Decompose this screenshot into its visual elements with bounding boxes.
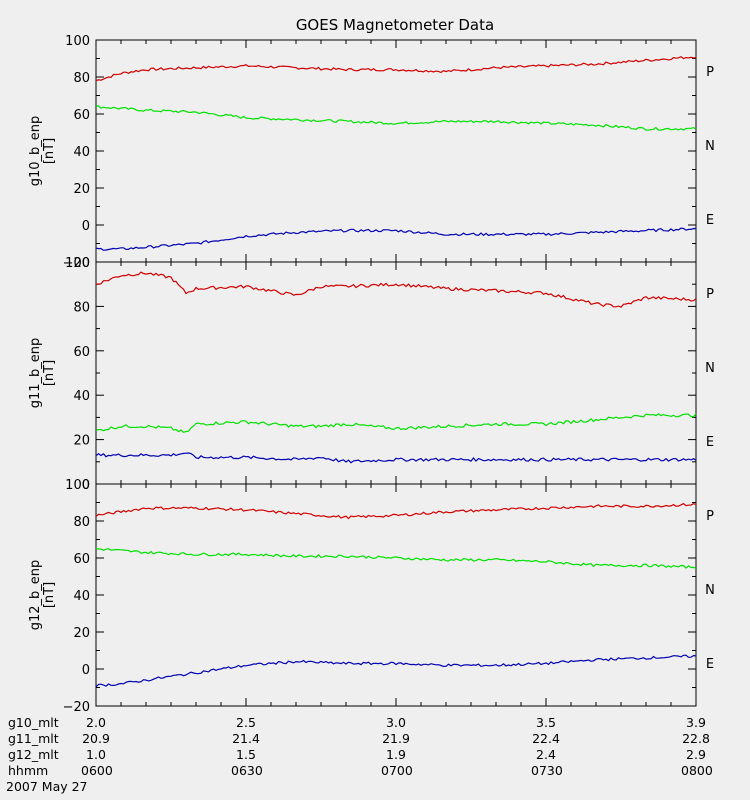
- x-row-g12_mlt: g12_mlt 1.0 1.5 1.9 2.4 2.9: [0, 748, 750, 761]
- series-line-E: [95, 227, 697, 251]
- y-tick-label: 0: [82, 663, 90, 678]
- series-line-N: [95, 413, 697, 433]
- y-tick-label: −20: [63, 700, 90, 715]
- y-tick-label: 40: [73, 389, 90, 404]
- y-tick-label: 60: [73, 552, 90, 567]
- y-axis-label: g11_b_enp: [28, 338, 43, 409]
- x-tick-label: 0630: [231, 763, 263, 778]
- legend-N: N: [705, 361, 715, 376]
- y-tick-label: 0: [82, 478, 90, 493]
- panel-frame: [95, 483, 697, 707]
- y-tick-label: 20: [73, 626, 90, 641]
- legend-E: E: [706, 435, 714, 450]
- legend-N: N: [705, 139, 715, 154]
- x-tick-label: 1.9: [386, 747, 406, 762]
- y-tick-label: 40: [73, 145, 90, 160]
- legend-P: P: [706, 287, 714, 302]
- y-axis-label: g12_b_enp: [28, 560, 43, 631]
- y-tick-label: 60: [73, 345, 90, 360]
- y-tick-label: 60: [73, 108, 90, 123]
- x-tick-label: 20.9: [82, 731, 110, 746]
- x-row-g11_mlt: g11_mlt 20.9 21.4 21.9 22.4 22.8: [0, 732, 750, 745]
- x-tick-label: 22.4: [532, 731, 560, 746]
- date-label: 2007 May 27: [6, 779, 88, 794]
- x-tick-label: 2.5: [236, 715, 256, 730]
- y-tick-label: 20: [73, 434, 90, 449]
- x-tick-label: 2.0: [86, 715, 106, 730]
- x-tick-label: 21.9: [382, 731, 410, 746]
- panel-frame: [95, 261, 697, 485]
- panel-frame: [95, 39, 697, 263]
- y-tick-label: 80: [73, 71, 90, 86]
- y-tick-label: −20: [63, 256, 90, 271]
- x-row-label: g10_mlt: [8, 715, 59, 730]
- y-tick-label: 80: [73, 515, 90, 530]
- series-line-P: [95, 271, 697, 308]
- chart-title: GOES Magnetometer Data: [296, 16, 494, 34]
- series-line-P: [95, 56, 697, 82]
- series-line-E: [95, 452, 697, 464]
- legend-E: E: [706, 657, 714, 672]
- x-row-hhmm: hhmm 0600 0630 0700 0730 0800: [0, 764, 750, 777]
- legend-N: N: [705, 583, 715, 598]
- x-tick-label: 22.8: [682, 731, 710, 746]
- y-axis-unit: [nT]: [42, 360, 57, 386]
- x-tick-label: 3.0: [386, 715, 406, 730]
- series-line-N: [95, 105, 697, 131]
- x-tick-label: 0730: [531, 763, 563, 778]
- x-tick-label: 21.4: [232, 731, 260, 746]
- y-axis-unit: [nT]: [42, 582, 57, 608]
- legend-P: P: [706, 509, 714, 524]
- x-row-label: g11_mlt: [8, 731, 59, 746]
- x-row-label: g12_mlt: [8, 747, 59, 762]
- x-row-g10_mlt: g10_mlt 2.0 2.5 3.0 3.5 3.9: [0, 716, 750, 729]
- x-tick-label: 1.5: [236, 747, 256, 762]
- x-tick-label: 0600: [81, 763, 113, 778]
- y-tick-label: 100: [65, 256, 90, 271]
- y-tick-label: 100: [65, 478, 90, 493]
- x-tick-label: 3.9: [686, 715, 706, 730]
- y-tick-label: 100: [65, 34, 90, 49]
- y-tick-label: 80: [73, 300, 90, 315]
- legend-E: E: [706, 213, 714, 228]
- y-tick-label: 40: [73, 589, 90, 604]
- y-tick-label: 0: [82, 219, 90, 234]
- y-axis-unit: [nT]: [42, 138, 57, 164]
- x-tick-label: 2.4: [536, 747, 556, 762]
- legend-P: P: [706, 65, 714, 80]
- y-axis-label: g10_b_enp: [28, 116, 43, 187]
- series-line-E: [95, 654, 697, 688]
- x-tick-label: 1.0: [86, 747, 106, 762]
- x-tick-label: 3.5: [536, 715, 556, 730]
- series-line-P: [95, 502, 697, 520]
- x-tick-label: 2.9: [686, 747, 706, 762]
- series-line-N: [95, 548, 697, 569]
- x-tick-label: 0800: [681, 763, 713, 778]
- x-tick-label: 0700: [381, 763, 413, 778]
- y-tick-label: 20: [73, 182, 90, 197]
- x-row-label: hhmm: [8, 763, 49, 778]
